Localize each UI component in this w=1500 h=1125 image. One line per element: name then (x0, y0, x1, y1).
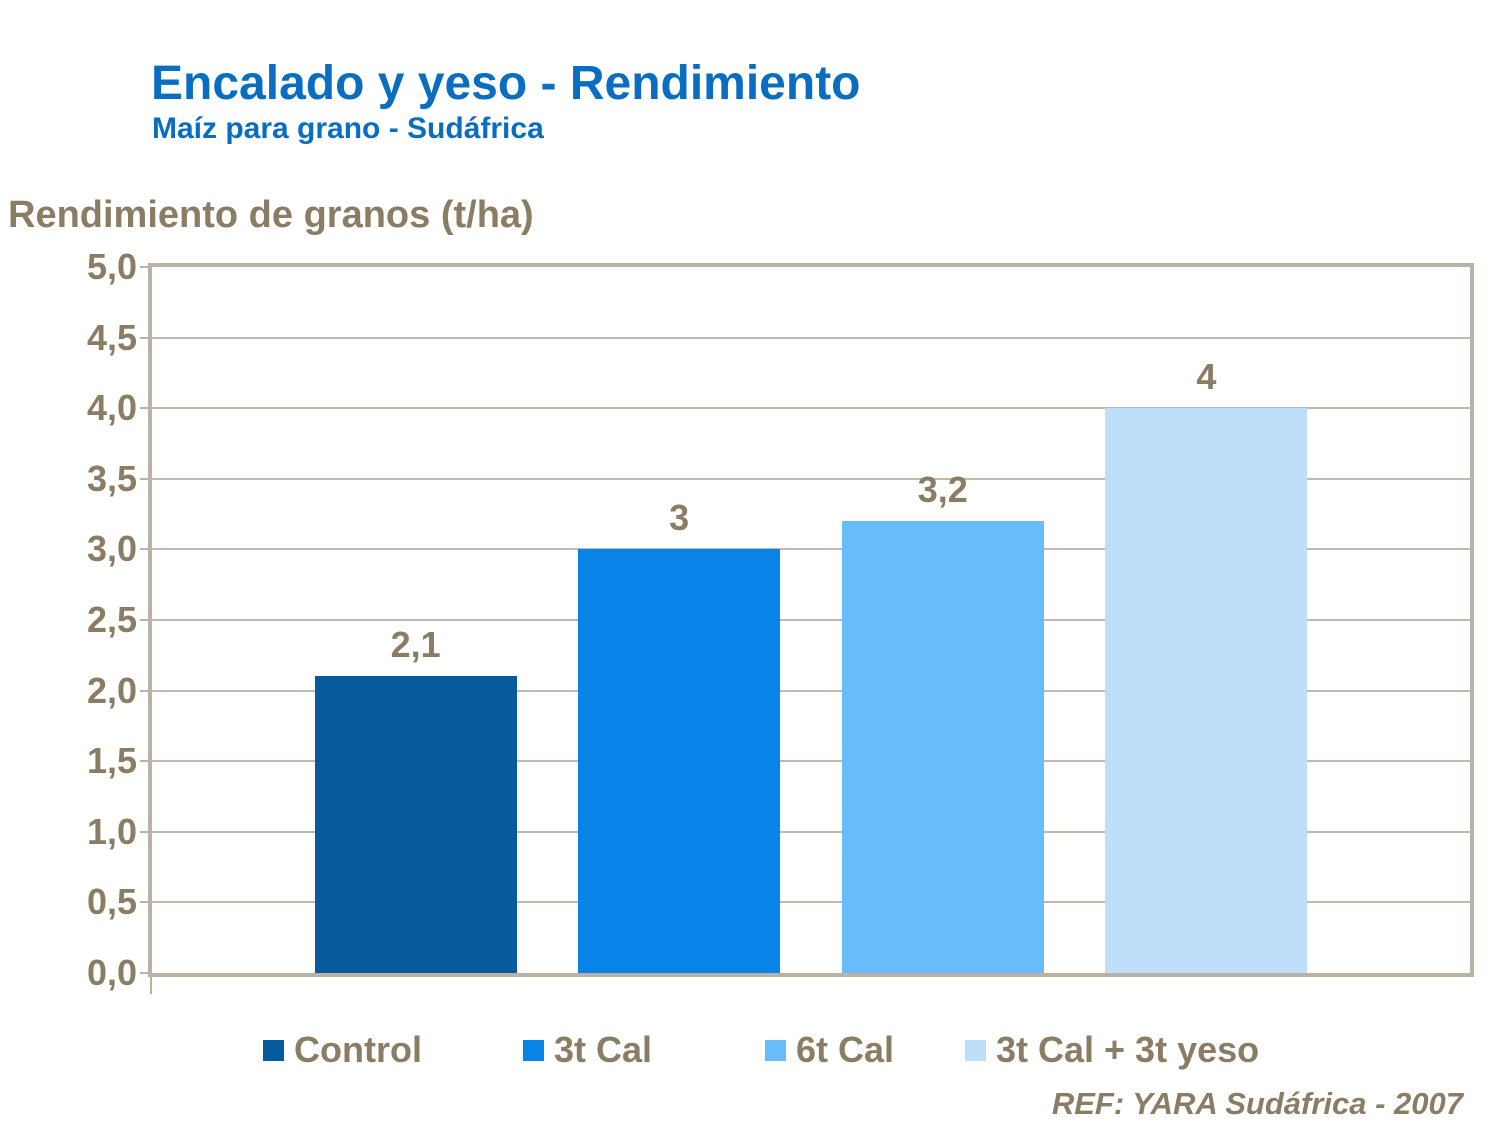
bar-value-label: 3,2 (917, 469, 968, 511)
chart-plot-area: 2,1 3 3,2 4 (148, 263, 1474, 977)
legend-item: 6t Cal (765, 1026, 894, 1074)
y-tick-label: 3,0 (86, 528, 137, 570)
legend-swatch-icon (765, 1039, 786, 1061)
y-tick-mark (140, 336, 152, 339)
bar-value-label: 4 (1196, 356, 1217, 398)
y-tick-label: 5,0 (86, 246, 137, 287)
gridline (152, 901, 1470, 904)
slide-title: Encalado y yeso - Rendimiento (151, 57, 861, 110)
legend-swatch-icon (263, 1039, 284, 1061)
bar-value-label: 3 (669, 497, 690, 539)
legend-item: 3t Cal (523, 1026, 652, 1074)
y-axis-title: Rendimiento de granos (t/ha) (8, 194, 534, 236)
legend-label: 6t Cal (796, 1029, 895, 1070)
y-tick-mark (140, 830, 152, 833)
y-tick-mark (140, 972, 152, 974)
y-tick-label: 4,0 (86, 387, 137, 429)
slide-subtitle: Maíz para grano - Sudáfrica (152, 112, 544, 145)
legend-label: Control (294, 1029, 422, 1070)
y-tick-mark (140, 407, 152, 410)
y-tick-label: 0,0 (86, 952, 137, 993)
gridline (152, 760, 1470, 763)
y-tick-mark (140, 619, 152, 621)
x-axis-tick (150, 977, 152, 994)
legend-item: Control (263, 1026, 422, 1074)
legend-item: 3t Cal + 3t yeso (965, 1026, 1259, 1074)
legend-label: 3t Cal (554, 1029, 653, 1070)
y-tick-mark (140, 689, 152, 692)
gridline (152, 336, 1470, 339)
y-tick-label: 1,5 (86, 740, 137, 782)
y-tick-mark (140, 266, 152, 268)
gridline (152, 548, 1470, 551)
y-tick-label: 4,5 (86, 316, 137, 358)
y-tick-label: 1,0 (86, 810, 137, 852)
y-tick-mark (140, 760, 152, 763)
bar-Control (314, 676, 517, 973)
y-tick-label: 2,0 (86, 669, 137, 711)
gridline (152, 830, 1470, 833)
y-tick-mark (140, 477, 152, 480)
chart-legend: Control 3t Cal 6t Cal 3t Cal + 3t yeso (0, 1026, 1500, 1074)
reference-text: REF: YARA Sudáfrica - 2007 (1051, 1086, 1463, 1121)
legend-label: 3t Cal + 3t yeso (996, 1029, 1260, 1070)
bar-3t Cal + 3t yeso (1105, 408, 1308, 973)
gridline (152, 689, 1470, 692)
legend-swatch-icon (523, 1039, 544, 1061)
y-tick-label: 0,5 (86, 881, 137, 923)
y-tick-label: 2,5 (86, 599, 137, 640)
gridline (152, 407, 1470, 410)
y-tick-mark (140, 901, 152, 904)
bar-6t Cal (841, 521, 1044, 973)
legend-swatch-icon (965, 1039, 986, 1061)
gridline (152, 619, 1470, 621)
y-tick-label: 3,5 (86, 457, 137, 499)
gridline (152, 477, 1470, 480)
y-tick-mark (140, 548, 152, 551)
bar-3t Cal (578, 549, 781, 973)
bar-value-label: 2,1 (390, 624, 441, 666)
